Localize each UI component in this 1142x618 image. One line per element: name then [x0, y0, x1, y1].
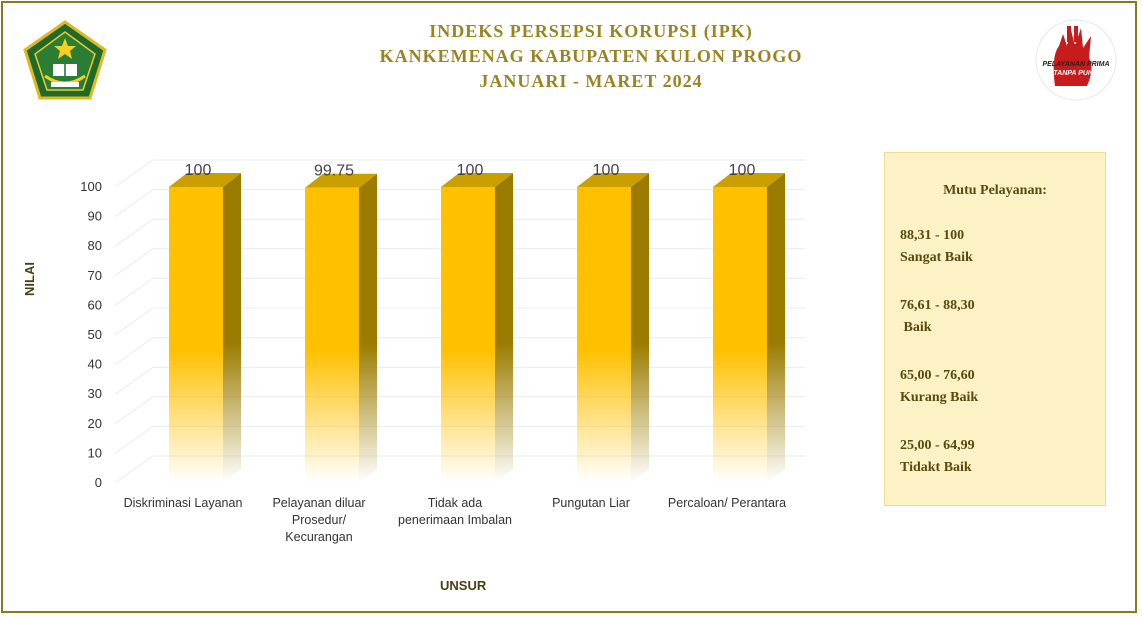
gridline-diagonal: [114, 455, 154, 484]
y-axis-ticks: 0 10 20 30 40 50 60 70 80 90 100: [80, 179, 102, 490]
x-axis-title: UNSUR: [440, 578, 487, 593]
data-label: 100: [729, 162, 756, 179]
service-quality-legend: Mutu Pelayanan: 88,31 - 100 Sangat Baik …: [884, 152, 1106, 506]
x-tick-label: Tidak ada: [428, 496, 482, 510]
legend-range: 76,61 - 88,30: [900, 298, 975, 313]
bar-side: [631, 173, 649, 483]
bar: [169, 187, 223, 483]
kementerian-agama-emblem-icon: [23, 20, 107, 100]
bar-side: [495, 173, 513, 483]
gridline-diagonal: [114, 159, 154, 188]
bar-side: [223, 173, 241, 483]
y-tick-label: 80: [88, 238, 102, 253]
bar-side: [767, 173, 785, 483]
gridline-diagonal: [114, 307, 154, 336]
logo-text-line-1: PELAYANAN PRIMA: [1042, 61, 1109, 68]
gridline-diagonal: [114, 396, 154, 425]
gridline-diagonal: [114, 337, 154, 366]
y-axis-title: NILAI: [22, 262, 37, 296]
legend-category: Sangat Baik: [900, 250, 973, 265]
legend-category: Kurang Baik: [900, 390, 979, 405]
y-tick-label: 40: [88, 357, 102, 372]
x-tick-label: Kecurangan: [285, 530, 352, 544]
x-tick-label: Pelayanan diluar: [272, 496, 365, 510]
x-tick-label: Prosedur/: [292, 513, 347, 527]
legend-category: Baik: [900, 320, 932, 335]
chart-title-line-2: KANKEMENAG KABUPATEN KULON PROGO: [379, 46, 803, 66]
bar-side: [359, 173, 377, 484]
logo-text-line-2: TANPA PUNGLI: [1053, 70, 1105, 77]
bars: [169, 173, 785, 484]
legend-category: Tidakt Baik: [900, 460, 972, 475]
gridline-diagonal: [114, 189, 154, 218]
gridline-diagonal: [114, 218, 154, 247]
legend-range: 25,00 - 64,99: [900, 438, 975, 453]
bar: [577, 187, 631, 483]
bar: [713, 187, 767, 483]
bar-top: [441, 173, 513, 187]
chart-title-line-3: JANUARI - MARET 2024: [479, 71, 703, 91]
data-label: 100: [185, 162, 212, 179]
bar-top: [169, 173, 241, 187]
legend-title: Mutu Pelayanan:: [943, 183, 1047, 198]
legend-item: 65,00 - 76,60 Kurang Baik: [900, 365, 978, 409]
data-label: 100: [593, 162, 620, 179]
y-tick-label: 0: [95, 475, 102, 490]
bar-top: [713, 173, 785, 187]
data-labels: 100 99.75 100 100 100: [185, 162, 756, 180]
gridline-diagonal: [114, 425, 154, 454]
legend-item: 76,61 - 88,30 Baik: [900, 295, 975, 339]
chart-title-line-1: INDEKS PERSEPSI KORUPSI (IPK): [429, 21, 753, 41]
pelayanan-prima-tanpa-pungli-logo-icon: PELAYANAN PRIMA TANPA PUNGLI: [1035, 19, 1117, 101]
y-tick-label: 20: [88, 416, 102, 431]
bar-top: [577, 173, 649, 187]
y-tick-label: 100: [80, 179, 102, 194]
x-tick-label: Percaloan/ Perantara: [668, 496, 786, 510]
y-tick-label: 60: [88, 297, 102, 312]
data-label: 99.75: [314, 163, 354, 180]
gridline-diagonal: [114, 248, 154, 277]
legend-range: 88,31 - 100: [900, 228, 965, 243]
gridline-diagonal: [114, 277, 154, 306]
y-tick-label: 70: [88, 268, 102, 283]
y-tick-label: 30: [88, 386, 102, 401]
x-tick-label: Diskriminasi Layanan: [124, 496, 243, 510]
bar: [441, 187, 495, 483]
x-tick-label: penerimaan Imbalan: [398, 513, 512, 527]
y-tick-label: 90: [88, 209, 102, 224]
bar-top: [305, 173, 377, 188]
bar: [305, 187, 359, 484]
gridline-diagonal: [114, 366, 154, 395]
data-label: 100: [457, 162, 484, 179]
legend-item: 88,31 - 100 Sangat Baik: [900, 225, 973, 269]
y-tick-label: 10: [88, 445, 102, 460]
x-tick-label: Pungutan Liar: [552, 496, 630, 510]
legend-range: 65,00 - 76,60: [900, 368, 975, 383]
x-axis-ticks: Diskriminasi Layanan Pelayanan diluar Pros…: [124, 496, 787, 544]
legend-item: 25,00 - 64,99 Tidakt Baik: [900, 435, 975, 479]
y-tick-label: 50: [88, 327, 102, 342]
